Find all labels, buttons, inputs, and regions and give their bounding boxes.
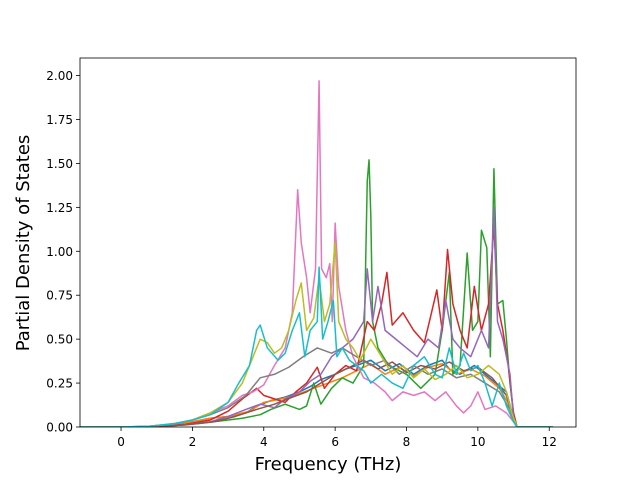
- y-axis-ticks: 0.00 0.25 0.50 0.75 1.00 1.25 1.50 1.75 2.00: [46, 69, 80, 435]
- x-tick-label: 12: [542, 435, 557, 449]
- x-tick-label: 8: [403, 435, 411, 449]
- x-axis-label: Frequency (THz): [255, 454, 402, 475]
- series-line-9: [80, 241, 553, 427]
- y-tick-label: 1.00: [46, 245, 73, 259]
- y-tick-label: 1.75: [46, 113, 73, 127]
- x-tick-label: 0: [117, 435, 125, 449]
- series-line-5: [80, 206, 553, 427]
- y-tick-label: 0.00: [46, 421, 73, 435]
- x-axis-ticks: 0 2 4 6 8 10 12: [117, 427, 557, 449]
- series-line-10: [80, 266, 553, 427]
- y-tick-label: 0.75: [46, 289, 73, 303]
- y-tick-label: 2.00: [46, 69, 73, 83]
- axes-border: [79, 57, 577, 428]
- series-line-4: [80, 224, 553, 427]
- y-tick-label: 0.25: [46, 377, 73, 391]
- x-tick-label: 10: [470, 435, 485, 449]
- x-tick-label: 2: [189, 435, 197, 449]
- y-tick-label: 0.50: [46, 333, 73, 347]
- x-tick-label: 6: [331, 435, 339, 449]
- axes-frame: [79, 57, 577, 428]
- plot-lines-group: [80, 80, 553, 427]
- y-tick-label: 1.25: [46, 201, 73, 215]
- x-tick-label: 4: [260, 435, 268, 449]
- y-tick-label: 1.50: [46, 157, 73, 171]
- y-axis-label: Partial Density of States: [13, 135, 34, 352]
